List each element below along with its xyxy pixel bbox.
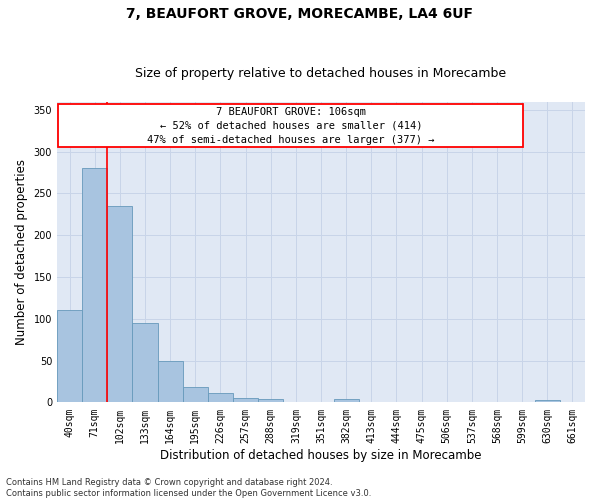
Bar bbox=[334, 399, 359, 402]
Bar bbox=[57, 310, 82, 402]
FancyBboxPatch shape bbox=[58, 104, 523, 148]
Text: 7, BEAUFORT GROVE, MORECAMBE, LA4 6UF: 7, BEAUFORT GROVE, MORECAMBE, LA4 6UF bbox=[127, 8, 473, 22]
X-axis label: Distribution of detached houses by size in Morecambe: Distribution of detached houses by size … bbox=[160, 450, 482, 462]
Y-axis label: Number of detached properties: Number of detached properties bbox=[15, 159, 28, 345]
Bar bbox=[535, 400, 560, 402]
Title: Size of property relative to detached houses in Morecambe: Size of property relative to detached ho… bbox=[136, 66, 506, 80]
Bar bbox=[183, 388, 208, 402]
Bar bbox=[258, 399, 283, 402]
Bar bbox=[233, 398, 258, 402]
Text: 7 BEAUFORT GROVE: 106sqm
← 52% of detached houses are smaller (414)
47% of semi-: 7 BEAUFORT GROVE: 106sqm ← 52% of detach… bbox=[147, 106, 434, 144]
Text: Contains HM Land Registry data © Crown copyright and database right 2024.
Contai: Contains HM Land Registry data © Crown c… bbox=[6, 478, 371, 498]
Bar bbox=[208, 393, 233, 402]
Bar bbox=[133, 323, 158, 402]
Bar bbox=[82, 168, 107, 402]
Bar bbox=[158, 362, 183, 403]
Bar bbox=[107, 206, 133, 402]
